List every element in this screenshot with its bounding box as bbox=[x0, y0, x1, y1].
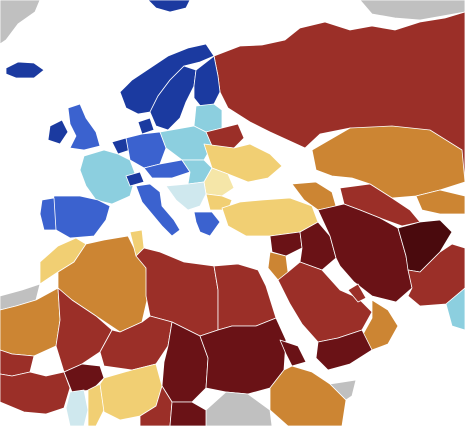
portugal bbox=[39, 197, 57, 231]
eritrea bbox=[279, 339, 307, 367]
iran bbox=[317, 203, 413, 303]
greenland-svalbard-islands bbox=[147, 0, 191, 13]
yemen bbox=[315, 329, 373, 371]
central-african-republic bbox=[169, 401, 207, 426]
ireland bbox=[47, 119, 69, 145]
gulf-states bbox=[347, 283, 367, 303]
pakistan bbox=[407, 243, 465, 307]
balkans bbox=[165, 181, 207, 211]
south-sudan-land bbox=[205, 391, 273, 426]
arctic-islands-land bbox=[359, 0, 465, 21]
tajik-kyrgyz bbox=[415, 189, 465, 215]
norway bbox=[119, 43, 215, 115]
benin-togo bbox=[87, 383, 105, 426]
great-britain bbox=[67, 103, 101, 151]
iceland bbox=[5, 61, 45, 79]
iraq bbox=[299, 221, 337, 271]
germany bbox=[125, 131, 167, 169]
france bbox=[79, 149, 137, 205]
mali bbox=[55, 287, 113, 373]
oman bbox=[361, 299, 399, 351]
switzerland bbox=[125, 171, 145, 187]
italy bbox=[135, 183, 181, 237]
syria bbox=[269, 231, 303, 257]
india-edge bbox=[445, 287, 465, 331]
arctic-islands-land bbox=[0, 0, 41, 45]
denmark bbox=[137, 117, 155, 135]
greece bbox=[193, 211, 221, 237]
ghana bbox=[65, 389, 89, 426]
djibouti-somalia-land bbox=[329, 379, 357, 401]
sweden bbox=[149, 65, 197, 131]
